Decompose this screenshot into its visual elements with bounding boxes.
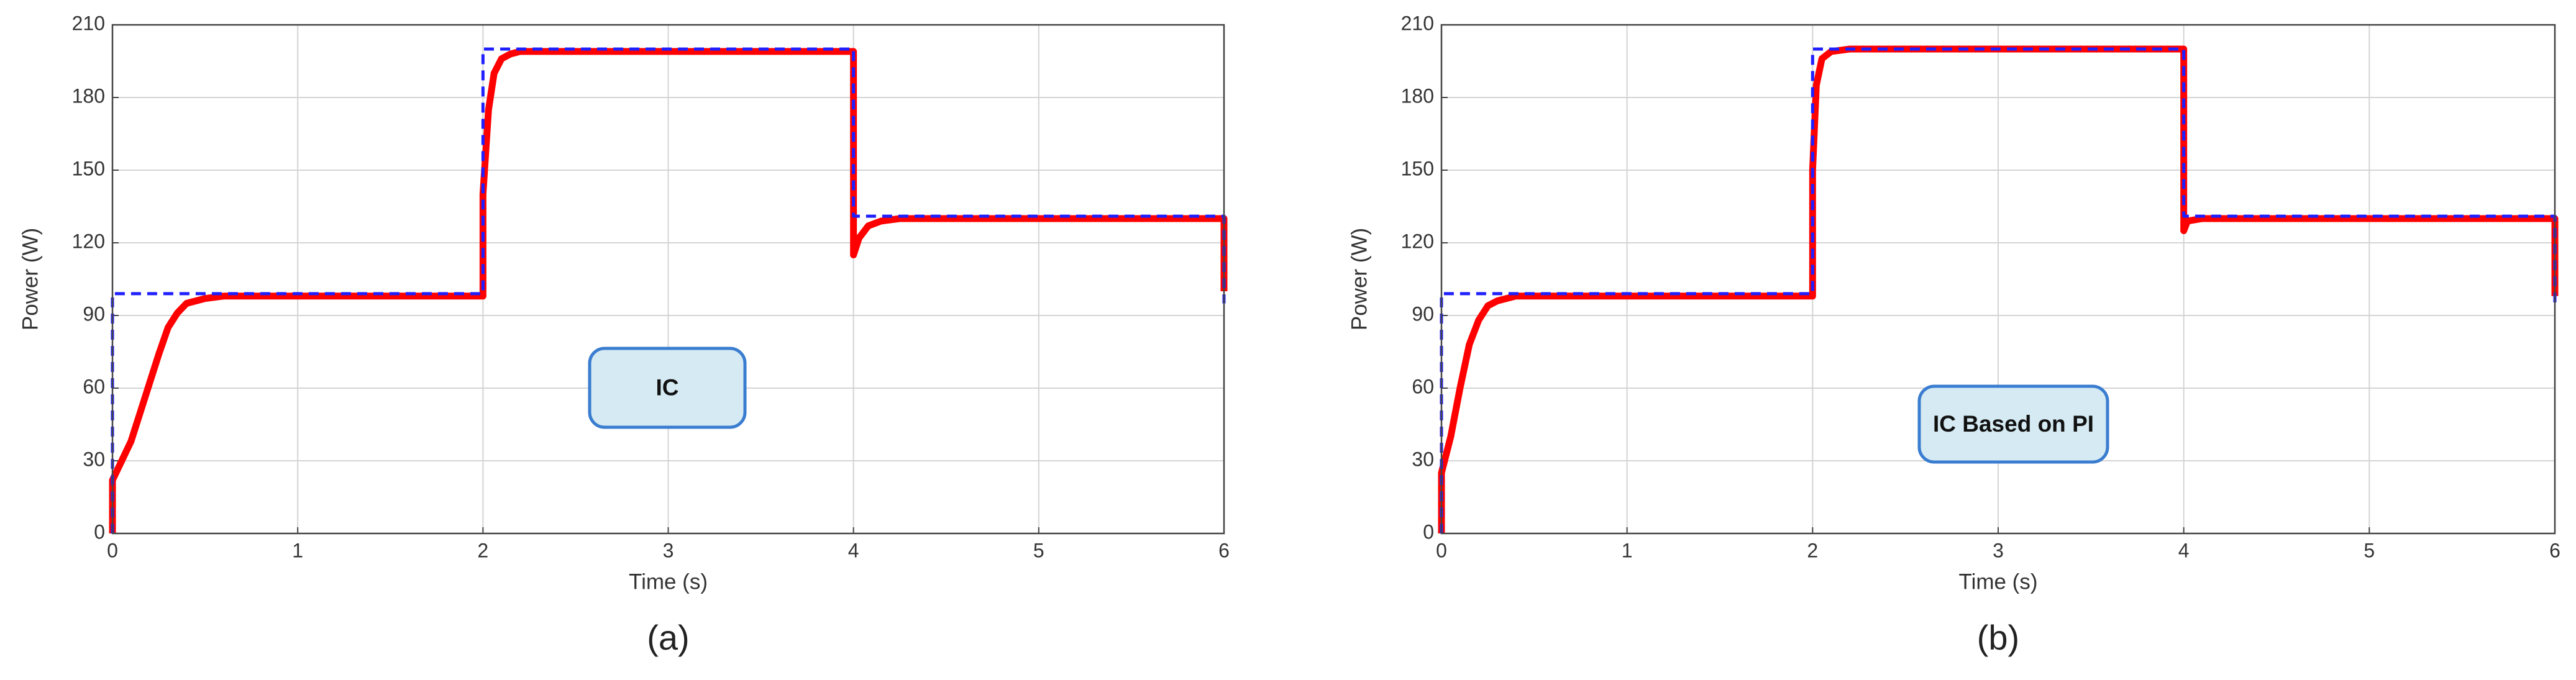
caption: (a) xyxy=(647,618,689,657)
annotation-box xyxy=(1917,384,2109,464)
y-tick-label: 30 xyxy=(1412,448,1434,470)
x-tick-label: 4 xyxy=(2178,539,2190,561)
x-tick-label: 0 xyxy=(1436,539,1447,561)
plot-frame xyxy=(1440,24,2556,535)
y-tick-label: 210 xyxy=(72,12,105,34)
annotation-box xyxy=(588,347,747,429)
y-tick-label: 60 xyxy=(1412,375,1434,397)
x-tick-label: 6 xyxy=(1218,539,1230,561)
x-axis-label: Time (s) xyxy=(1958,569,2037,594)
y-tick-label: 180 xyxy=(1401,84,1434,107)
x-tick-label: 2 xyxy=(1807,539,1818,561)
x-tick-label: 6 xyxy=(2549,539,2560,561)
y-tick-label: 180 xyxy=(72,84,105,107)
plot-frame xyxy=(111,24,1225,535)
x-tick-label: 5 xyxy=(2364,539,2375,561)
y-tick-label: 0 xyxy=(1423,520,1434,543)
line-series xyxy=(1440,47,2557,533)
y-tick-label: 150 xyxy=(72,157,105,179)
line-series xyxy=(109,48,1228,533)
y-tick-label: 30 xyxy=(83,448,105,470)
y-axis-label: Power (W) xyxy=(1347,228,1371,330)
annotation: IC xyxy=(656,374,679,400)
y-tick-label: 0 xyxy=(94,520,105,543)
y-tick-label: 90 xyxy=(1412,302,1434,325)
y-tick-label: 210 xyxy=(1401,12,1434,34)
line-series xyxy=(111,47,1226,533)
x-tick-label: 1 xyxy=(292,539,303,561)
x-tick-label: 3 xyxy=(663,539,674,561)
x-axis-label: Time (s) xyxy=(629,569,708,594)
x-tick-label: 1 xyxy=(1622,539,1633,561)
caption: (b) xyxy=(1977,618,2019,657)
y-tick-label: 120 xyxy=(1401,230,1434,252)
annotation: IC Based on PI xyxy=(1933,411,2094,437)
x-tick-label: 5 xyxy=(1033,539,1044,561)
y-tick-label: 90 xyxy=(83,302,105,325)
y-axis-label: Power (W) xyxy=(18,228,42,330)
x-tick-label: 2 xyxy=(477,539,488,561)
x-tick-label: 3 xyxy=(1993,539,2004,561)
y-tick-label: 60 xyxy=(83,375,105,397)
y-tick-label: 150 xyxy=(1401,157,1434,179)
x-tick-label: 4 xyxy=(848,539,859,561)
x-tick-label: 0 xyxy=(107,539,118,561)
y-tick-label: 120 xyxy=(72,230,105,252)
